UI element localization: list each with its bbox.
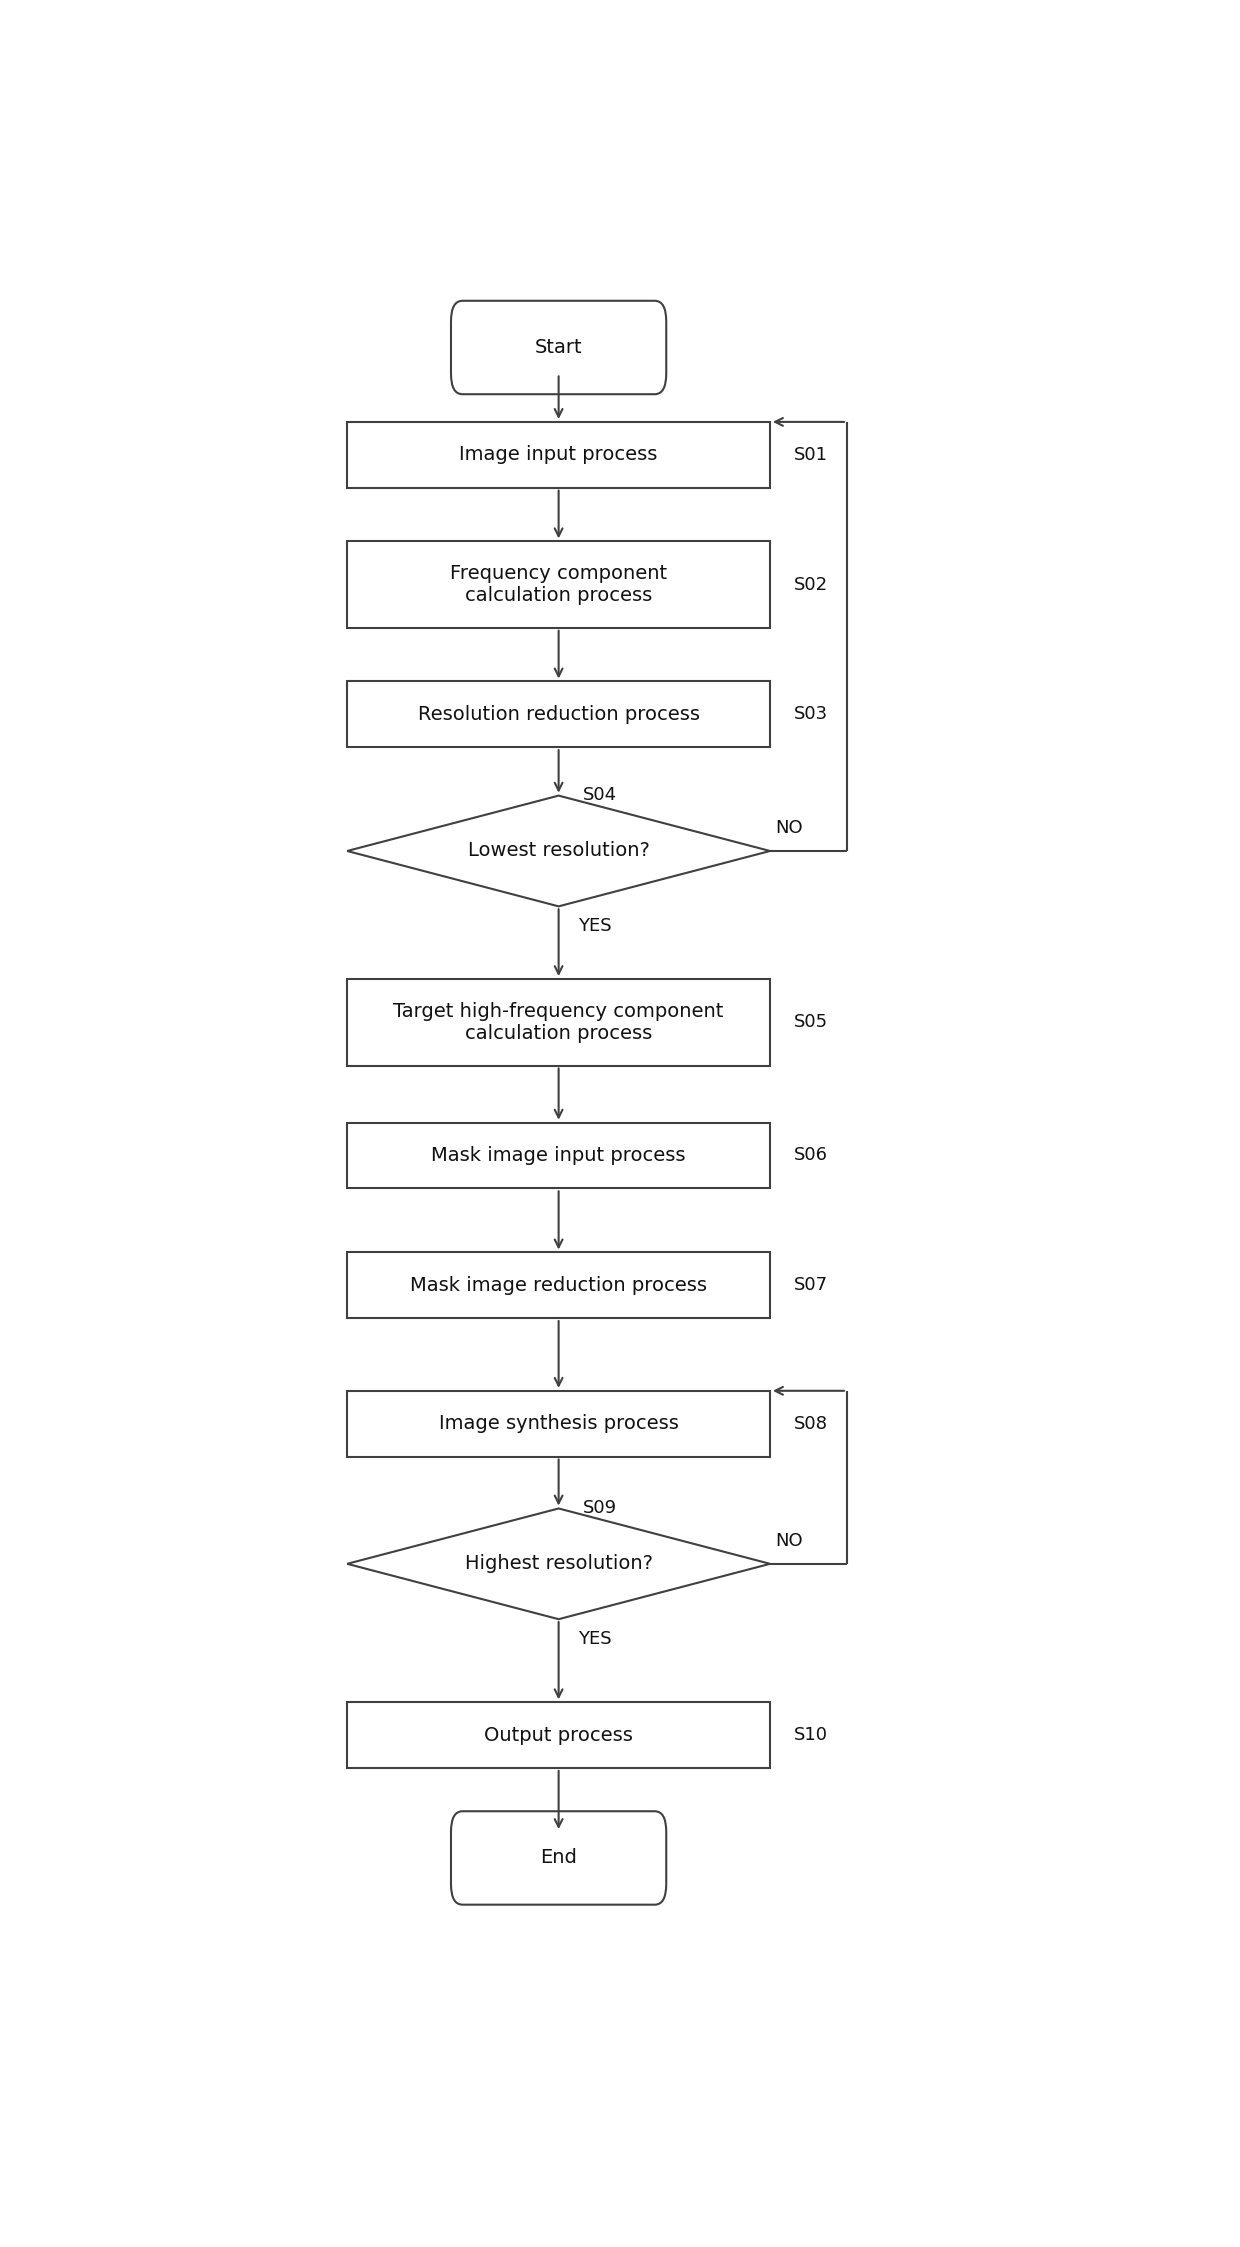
Text: Frequency component
calculation process: Frequency component calculation process (450, 564, 667, 604)
Text: End: End (541, 1849, 577, 1867)
Text: Resolution reduction process: Resolution reduction process (418, 706, 699, 724)
Text: S07: S07 (794, 1276, 828, 1294)
FancyBboxPatch shape (451, 301, 666, 393)
Text: S03: S03 (794, 706, 828, 724)
Bar (347, 1703, 770, 1768)
Text: S04: S04 (583, 786, 616, 804)
Text: S02: S02 (794, 575, 828, 593)
Text: S05: S05 (794, 1013, 828, 1031)
Polygon shape (347, 1508, 770, 1620)
Text: Target high-frequency component
calculation process: Target high-frequency component calculat… (393, 1002, 724, 1043)
Text: S08: S08 (794, 1416, 828, 1434)
Bar (347, 1252, 770, 1319)
Text: NO: NO (775, 820, 802, 838)
Bar (347, 681, 770, 748)
Text: YES: YES (578, 1629, 611, 1647)
Bar (347, 1124, 770, 1189)
Text: S01: S01 (794, 445, 828, 463)
Bar (347, 422, 770, 488)
Text: Mask image input process: Mask image input process (432, 1146, 686, 1164)
Text: YES: YES (578, 917, 611, 935)
Text: Output process: Output process (484, 1726, 634, 1744)
Text: Image synthesis process: Image synthesis process (439, 1413, 678, 1434)
Text: Image input process: Image input process (460, 445, 657, 465)
Text: S06: S06 (794, 1146, 828, 1164)
Polygon shape (347, 795, 770, 906)
Text: Lowest resolution?: Lowest resolution? (467, 840, 650, 861)
Bar (347, 1391, 770, 1456)
Text: Highest resolution?: Highest resolution? (465, 1555, 652, 1573)
FancyBboxPatch shape (451, 1811, 666, 1905)
Text: NO: NO (775, 1532, 802, 1550)
Bar (347, 980, 770, 1065)
Text: Mask image reduction process: Mask image reduction process (410, 1276, 707, 1294)
Text: Start: Start (534, 337, 583, 357)
Text: S09: S09 (583, 1499, 616, 1517)
Text: S10: S10 (794, 1726, 828, 1744)
Bar (347, 542, 770, 627)
